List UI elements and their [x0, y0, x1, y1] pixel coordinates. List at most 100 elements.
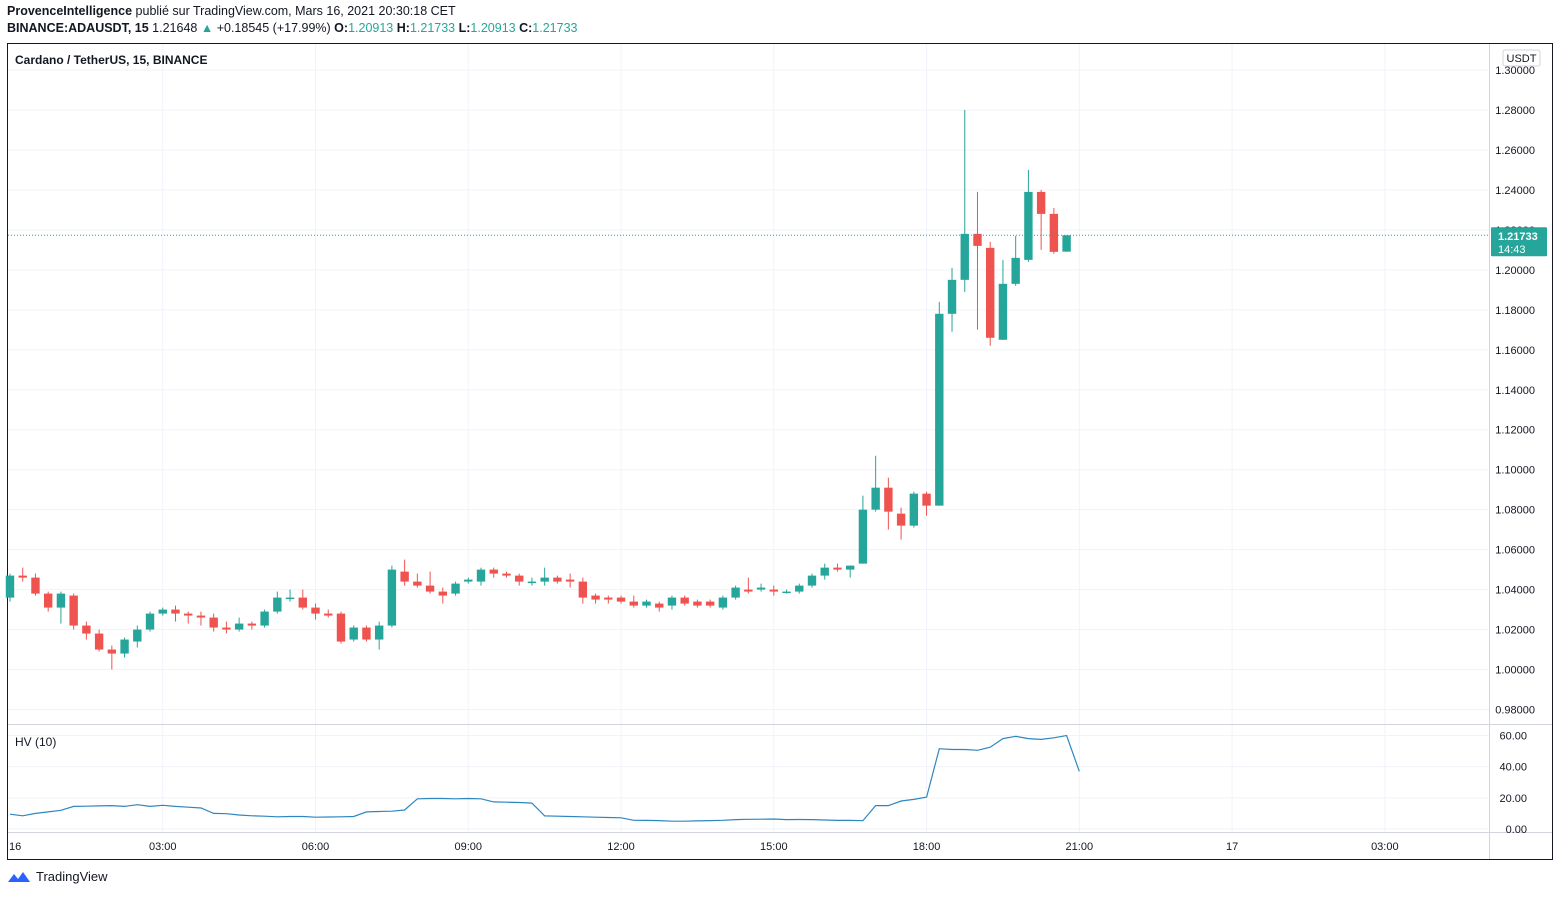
candle-body — [680, 597, 689, 604]
candle-up — [756, 583, 766, 592]
candle-body — [158, 609, 167, 614]
candle-up — [960, 109, 969, 292]
candle-body — [667, 597, 677, 606]
candle-body — [858, 509, 868, 564]
tradingview-brand[interactable]: TradingView — [7, 869, 108, 884]
candle-body — [94, 633, 104, 650]
candle-up — [145, 611, 155, 632]
last-price: 1.21648 — [152, 21, 198, 35]
price-tick-label: 1.00000 — [1495, 665, 1535, 677]
candle-body — [1011, 257, 1020, 284]
candle-down — [616, 595, 626, 604]
price-tick-label: 1.02000 — [1495, 625, 1535, 637]
candle-body — [502, 573, 511, 576]
candle-down — [884, 477, 893, 530]
candle-up — [285, 589, 295, 602]
candle-body — [451, 583, 460, 594]
hv-tick-label: 40.00 — [1499, 762, 1527, 774]
candle-body — [69, 595, 78, 626]
candle-up — [540, 567, 549, 586]
candle-up — [909, 491, 919, 528]
low-label: L: — [458, 21, 471, 35]
candle-body — [234, 623, 244, 630]
time-tick-label: 06:00 — [302, 841, 330, 853]
candle-body — [591, 595, 600, 600]
candle-up — [820, 563, 829, 580]
hv-series-line — [9, 734, 1080, 822]
candle-body — [769, 589, 778, 592]
hv-layer — [9, 734, 1080, 822]
candle-body — [807, 575, 817, 586]
candle-body — [145, 613, 155, 630]
candle-down — [604, 595, 613, 604]
time-tick-label: 18:00 — [913, 841, 941, 853]
candle-down — [69, 593, 78, 630]
candle-down — [209, 613, 218, 632]
gridlines — [8, 44, 1489, 832]
change-value: +0.18545 (+17.99%) — [216, 21, 331, 35]
candle-down — [196, 611, 206, 626]
close-label: C: — [519, 21, 533, 35]
hv-tick-label: 0.00 — [1506, 824, 1527, 836]
price-tick-label: 1.14000 — [1495, 385, 1535, 397]
time-tick-label: 09:00 — [455, 841, 483, 853]
symbol-ohlc-line: BINANCE:ADAUSDT, 15 1.21648 ▲ +0.18545 (… — [7, 21, 577, 35]
price-tick-label: 1.16000 — [1495, 345, 1535, 357]
price-tick-label: 1.20000 — [1495, 265, 1535, 277]
author-name: ProvenceIntelligence — [7, 4, 133, 18]
candle-body — [374, 625, 384, 640]
candle-body — [782, 591, 791, 594]
candle-body — [336, 613, 346, 642]
candle-body — [56, 593, 66, 608]
candle-body — [515, 575, 524, 582]
candle-down — [896, 507, 906, 540]
hv-tick-label: 60.00 — [1499, 731, 1527, 743]
candles-layer — [5, 109, 1071, 670]
candle-body — [171, 609, 180, 614]
candle-down — [362, 625, 371, 642]
candle-body — [845, 565, 855, 570]
candle-down — [324, 609, 333, 618]
candle-body — [413, 581, 422, 586]
candle-up — [158, 607, 167, 616]
last-price-badge — [1491, 227, 1547, 257]
candle-body — [553, 577, 562, 582]
currency-badge[interactable] — [1502, 49, 1541, 67]
candle-body — [107, 649, 117, 654]
candle-down — [82, 621, 91, 640]
candle-body — [833, 567, 842, 570]
candle-up — [273, 591, 282, 614]
candle-down — [438, 587, 448, 604]
candle-up — [1011, 235, 1020, 286]
candle-down — [298, 589, 307, 610]
candle-body — [947, 279, 957, 314]
candle-down — [744, 577, 753, 594]
candle-body — [1049, 213, 1059, 252]
candle-down — [1036, 189, 1046, 250]
candle-up — [260, 609, 269, 628]
published-text: publié sur TradingView.com, Mars 16, 202… — [135, 4, 456, 18]
symbol-label: BINANCE:ADAUSDT, 15 — [7, 21, 149, 35]
price-tick-label: 1.18000 — [1495, 305, 1535, 317]
price-tick-label: 1.04000 — [1495, 585, 1535, 597]
candle-up — [871, 455, 880, 512]
candle-down — [565, 573, 575, 588]
candle-down — [336, 611, 346, 644]
candle-body — [693, 601, 702, 606]
candle-body — [324, 613, 333, 616]
candle-body — [756, 587, 766, 590]
price-axis[interactable]: 0.98000 1.00000 1.02000 1.04000 1.06000 1.080… — [1495, 65, 1535, 836]
candle-body — [1024, 191, 1033, 260]
candle-body — [464, 579, 473, 582]
candle-body — [196, 615, 206, 618]
candle-up — [56, 591, 66, 624]
candle-body — [935, 313, 944, 506]
time-axis[interactable]: 16 03:00 06:00 09:00 12:00 15:00 18:00 21:00 17 0… — [9, 841, 1399, 853]
candle-body — [655, 603, 664, 608]
candle-up — [731, 585, 740, 600]
candle-body — [731, 587, 740, 598]
price-tick-label: 1.06000 — [1495, 545, 1535, 557]
candle-body — [527, 581, 537, 584]
candle-body — [285, 597, 295, 600]
